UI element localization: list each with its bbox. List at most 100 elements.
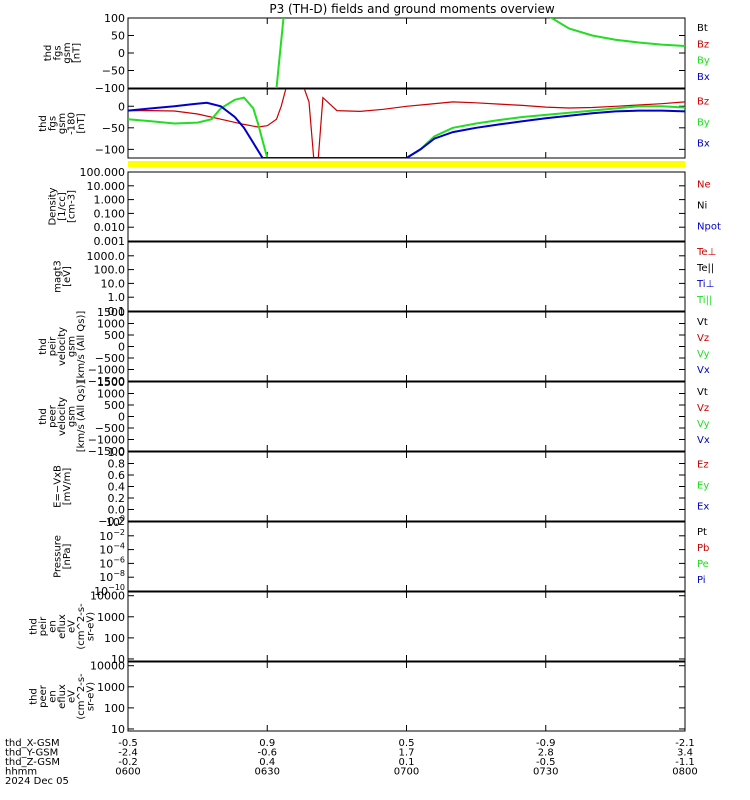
legend-vz: Vz bbox=[697, 403, 709, 414]
legend-bz: Bz bbox=[697, 96, 709, 107]
ephemeris-value: 3.4 bbox=[677, 748, 693, 759]
ephemeris-value: 0630 bbox=[255, 767, 280, 778]
y-tick-label: 0 bbox=[118, 411, 125, 424]
legend-vt: Vt bbox=[697, 387, 708, 398]
panel-frame bbox=[127, 521, 686, 592]
legend-pb: Pb bbox=[697, 543, 709, 554]
y-tick-label: 1000.0 bbox=[87, 250, 126, 263]
legend-te: Te|| bbox=[696, 263, 714, 274]
ephemeris-value: 0.4 bbox=[259, 757, 275, 768]
series-bz bbox=[128, 89, 685, 158]
ephemeris-value: -1.1 bbox=[675, 757, 695, 768]
legend-npot: Npot bbox=[697, 221, 721, 232]
legend-pt: Pt bbox=[697, 527, 707, 538]
y-tick-label: 10.000 bbox=[87, 180, 126, 193]
y-tick-label: 1000 bbox=[97, 611, 125, 624]
ephemeris-value: 0730 bbox=[533, 767, 558, 778]
ephemeris-value: 2.8 bbox=[538, 748, 554, 759]
panel-fgs-gsm-clipped: 0 −50 −100 thdfgsgsm-180[nT] Bz By Bx bbox=[38, 88, 710, 167]
y-tick-label: −100 bbox=[95, 82, 125, 95]
y-tick-label: 10000 bbox=[90, 590, 125, 603]
y-tick-label: 10 bbox=[111, 723, 125, 736]
y-axis-label: thdpeervelocitygsm[km/s (All Qs)] bbox=[38, 381, 87, 453]
y-tick-label: 10.0 bbox=[101, 277, 126, 290]
legend-bx: Bx bbox=[697, 138, 710, 149]
y-tick-label: 0 bbox=[118, 100, 125, 113]
legend-ex: Ex bbox=[697, 501, 709, 512]
y-tick-label: 0 bbox=[118, 341, 125, 354]
y-tick-label: 10−4 bbox=[99, 542, 125, 557]
panel-frame bbox=[127, 591, 686, 662]
y-tick-label: 0.100 bbox=[94, 207, 126, 220]
panels-layer: 100500−50−100thdfgsgsm[nT]BtBzByBx0−50−1… bbox=[29, 12, 721, 736]
series-by bbox=[267, 18, 685, 88]
y-tick-label: −1000 bbox=[88, 364, 125, 377]
y-axis-label: Density[1/cc][cm-3] bbox=[48, 187, 78, 225]
legend-ez: Ez bbox=[697, 459, 709, 470]
y-axis-label: Pressure[nPa] bbox=[52, 535, 73, 578]
y-tick-label: 0.4 bbox=[108, 481, 126, 494]
y-tick-label: −1500 bbox=[88, 445, 125, 458]
ephemeris-value: 0.9 bbox=[259, 738, 275, 749]
y-tick-label: −1000 bbox=[88, 434, 125, 447]
legend-ni: Ni bbox=[697, 200, 707, 211]
ephemeris-value: 0.1 bbox=[399, 757, 415, 768]
y-tick-label: 500 bbox=[104, 399, 125, 412]
y-tick-label: 1000 bbox=[97, 318, 125, 331]
y-tick-label: 100.0 bbox=[94, 264, 126, 277]
y-tick-label: 500 bbox=[104, 329, 125, 342]
y-tick-label: 1.0 bbox=[108, 446, 126, 459]
y-tick-label: 0.001 bbox=[94, 235, 126, 248]
ephemeris-value: -0.6 bbox=[257, 748, 277, 759]
legend-vy: Vy bbox=[697, 419, 710, 430]
y-tick-label: −50 bbox=[102, 65, 125, 78]
legend-vz: Vz bbox=[697, 333, 709, 344]
legend-ne: Ne bbox=[697, 179, 711, 190]
legend-vx: Vx bbox=[697, 365, 710, 376]
legend-ey: Ey bbox=[697, 480, 709, 491]
date-label: 2024 Dec 05 bbox=[5, 776, 69, 787]
panel-frame bbox=[127, 17, 686, 89]
legend-bx: Bx bbox=[697, 72, 710, 83]
y-tick-label: 10−6 bbox=[99, 555, 125, 570]
ephemeris-value: 0600 bbox=[115, 767, 140, 778]
y-tick-label: 1.000 bbox=[94, 194, 126, 207]
y-tick-label: −500 bbox=[95, 352, 125, 365]
legend-by: By bbox=[697, 56, 710, 67]
y-tick-label: 0.8 bbox=[108, 458, 126, 471]
ephemeris-value: 0700 bbox=[394, 767, 419, 778]
panel-frame bbox=[127, 311, 686, 382]
y-axis-label: thdfgsgsm[nT] bbox=[43, 42, 83, 63]
panel-peer-velocity: 150010005000−500−1000−1500thdpeervelocit… bbox=[38, 376, 710, 458]
plot-title: P3 (TH-D) fields and ground moments over… bbox=[269, 2, 554, 16]
panel-frame bbox=[127, 381, 686, 452]
quality-band bbox=[128, 161, 685, 167]
panel-peir-eflux: 10000 1000 100 10 thdpeirenefluxeV(cm^2-s-sr… bbox=[29, 590, 686, 666]
series-bx bbox=[128, 101, 685, 158]
panel-frame bbox=[127, 88, 686, 159]
y-tick-label: −0.2 bbox=[98, 515, 125, 528]
y-axis-label: magt3[eV] bbox=[52, 260, 73, 293]
ephemeris-value: 0.5 bbox=[399, 738, 415, 749]
ephemeris-value: -0.2 bbox=[118, 757, 138, 768]
ephemeris-value: 1.7 bbox=[399, 748, 415, 759]
y-axis-label: thdpeirvelocitygsm[km/s (All Qs)] bbox=[38, 311, 87, 383]
panel-peir-velocity: 150010005000−500−1000−1500thdpeirvelocit… bbox=[38, 306, 710, 388]
y-tick-label: 10000 bbox=[90, 660, 125, 673]
ephemeris-value: -0.5 bbox=[536, 757, 556, 768]
y-tick-label: 1000 bbox=[97, 388, 125, 401]
y-axis-label: E=−VxB[mV/m] bbox=[52, 465, 73, 508]
y-tick-label: 0.1 bbox=[108, 305, 126, 318]
panel-efield: 1.00.80.60.40.20.0−0.2 E=−VxB[mV/m] Ez Ey Ex bbox=[52, 446, 709, 528]
y-tick-label: 100 bbox=[104, 632, 125, 645]
ephemeris-label: thd_Z-GSM bbox=[5, 757, 60, 768]
legend-vy: Vy bbox=[697, 349, 710, 360]
ephemeris-value: -2.4 bbox=[118, 748, 138, 759]
legend-bz: Bz bbox=[697, 39, 709, 50]
y-axis-label: thdfgsgsm-180[nT] bbox=[38, 112, 87, 135]
panel-peer-eflux: 10000 1000 100 10 thdpeerenefluxeV(cm^2-s-sr… bbox=[29, 660, 686, 736]
y-tick-label: 100 bbox=[104, 12, 125, 25]
